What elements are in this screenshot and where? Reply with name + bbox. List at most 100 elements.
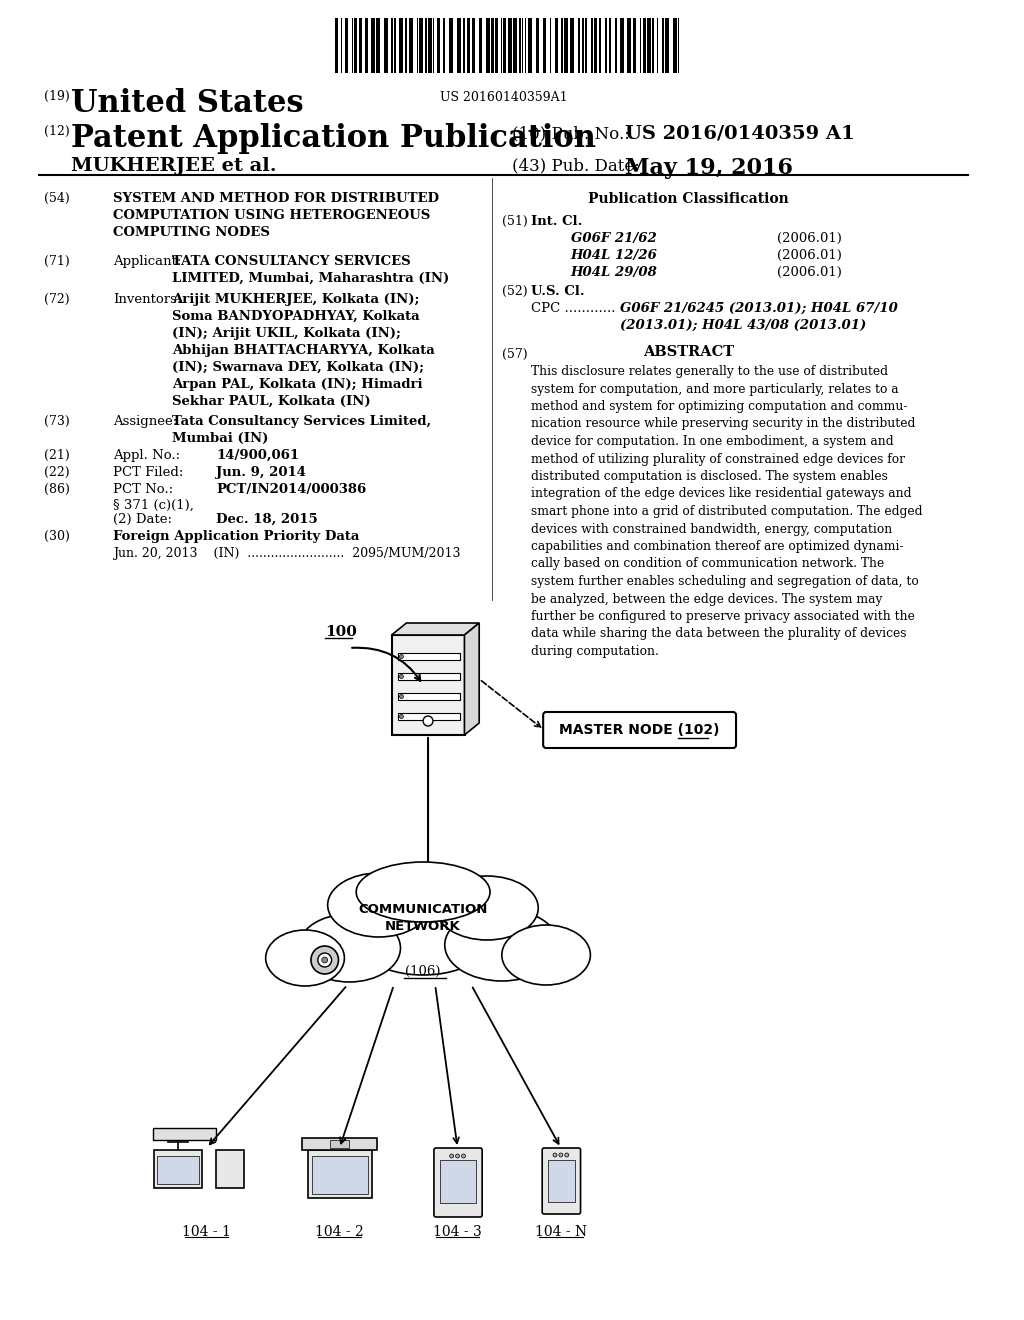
Bar xyxy=(486,18,490,73)
Text: SYSTEM AND METHOD FOR DISTRIBUTED
COMPUTATION USING HETEROGENEOUS
COMPUTING NODE: SYSTEM AND METHOD FOR DISTRIBUTED COMPUT… xyxy=(114,191,439,239)
Bar xyxy=(354,18,357,73)
Bar xyxy=(345,18,348,73)
Text: CPC ............: CPC ............ xyxy=(531,302,615,315)
Bar xyxy=(513,18,516,73)
Bar xyxy=(503,18,506,73)
Polygon shape xyxy=(465,623,479,735)
Text: (51): (51) xyxy=(502,215,527,228)
Text: (2006.01): (2006.01) xyxy=(777,267,842,279)
Text: PCT No.:: PCT No.: xyxy=(114,483,173,496)
Bar xyxy=(457,18,461,73)
Ellipse shape xyxy=(356,862,490,921)
Circle shape xyxy=(399,694,403,698)
Text: (72): (72) xyxy=(44,293,70,306)
Text: US 20160140359A1: US 20160140359A1 xyxy=(440,91,567,104)
Bar xyxy=(518,18,520,73)
Text: Int. Cl.: Int. Cl. xyxy=(531,215,583,228)
Text: (2006.01): (2006.01) xyxy=(777,249,842,261)
Circle shape xyxy=(322,957,328,964)
Text: Foreign Application Priority Data: Foreign Application Priority Data xyxy=(114,531,359,543)
Text: (10) Pub. No.:: (10) Pub. No.: xyxy=(512,125,630,143)
Bar xyxy=(335,18,338,73)
Text: 104 - 1: 104 - 1 xyxy=(182,1225,231,1239)
Polygon shape xyxy=(391,623,479,635)
Bar xyxy=(582,18,584,73)
Text: 104 - 2: 104 - 2 xyxy=(315,1225,364,1239)
Text: 100: 100 xyxy=(325,624,356,639)
Bar xyxy=(155,1150,202,1188)
Bar xyxy=(508,18,512,73)
Bar xyxy=(158,1156,199,1184)
Text: Appl. No.:: Appl. No.: xyxy=(114,449,180,462)
Bar xyxy=(548,1160,574,1203)
Bar xyxy=(647,18,651,73)
Text: (57): (57) xyxy=(502,348,527,360)
Bar xyxy=(578,18,580,73)
Bar xyxy=(302,1138,377,1150)
Bar xyxy=(399,18,403,73)
Text: (43) Pub. Date:: (43) Pub. Date: xyxy=(512,157,640,174)
Text: (106): (106) xyxy=(406,965,441,978)
Bar xyxy=(492,18,494,73)
Circle shape xyxy=(423,715,433,726)
FancyBboxPatch shape xyxy=(542,1148,581,1214)
Bar xyxy=(330,1140,349,1148)
Text: G06F 21/62: G06F 21/62 xyxy=(570,232,656,246)
Text: (22): (22) xyxy=(44,466,70,479)
Bar xyxy=(428,18,432,73)
Circle shape xyxy=(456,1154,460,1158)
Bar xyxy=(467,18,470,73)
Ellipse shape xyxy=(265,931,344,986)
Text: G06F 21/6245 (2013.01); H04L 67/10
(2013.01); H04L 43/08 (2013.01): G06F 21/6245 (2013.01); H04L 67/10 (2013… xyxy=(620,302,898,333)
Text: ABSTRACT: ABSTRACT xyxy=(643,345,734,359)
Text: Applicant:: Applicant: xyxy=(114,255,181,268)
Text: MUKHERJEE et al.: MUKHERJEE et al. xyxy=(71,157,276,176)
Ellipse shape xyxy=(502,925,591,985)
Text: (2) Date:: (2) Date: xyxy=(114,513,172,525)
Text: U.S. Cl.: U.S. Cl. xyxy=(531,285,585,298)
Bar xyxy=(663,18,665,73)
Bar xyxy=(620,18,624,73)
Bar xyxy=(528,18,532,73)
Text: Dec. 18, 2015: Dec. 18, 2015 xyxy=(216,513,318,525)
Bar xyxy=(397,713,460,719)
Bar xyxy=(419,18,423,73)
Bar xyxy=(627,18,631,73)
Bar xyxy=(153,1129,216,1140)
Bar xyxy=(472,18,475,73)
Circle shape xyxy=(553,1152,557,1158)
Text: 104 - N: 104 - N xyxy=(535,1225,587,1239)
Text: H04L 12/26: H04L 12/26 xyxy=(570,249,657,261)
FancyBboxPatch shape xyxy=(434,1148,482,1217)
Bar xyxy=(376,18,380,73)
Bar xyxy=(391,635,466,735)
Circle shape xyxy=(311,946,339,974)
Circle shape xyxy=(559,1152,563,1158)
Bar xyxy=(384,18,388,73)
Text: Assignee:: Assignee: xyxy=(114,414,177,428)
Bar xyxy=(440,1160,476,1203)
FancyBboxPatch shape xyxy=(543,711,736,748)
Circle shape xyxy=(450,1154,454,1158)
Text: COMMUNICATION
NETWORK: COMMUNICATION NETWORK xyxy=(358,903,487,933)
Text: MASTER NODE (102): MASTER NODE (102) xyxy=(559,723,720,737)
Text: Patent Application Publication: Patent Application Publication xyxy=(71,123,596,154)
Bar xyxy=(615,18,616,73)
Bar xyxy=(605,18,607,73)
Ellipse shape xyxy=(328,873,430,937)
Bar xyxy=(312,1156,368,1195)
Circle shape xyxy=(399,675,403,678)
Text: (52): (52) xyxy=(502,285,527,298)
Ellipse shape xyxy=(444,909,559,981)
Bar xyxy=(561,18,563,73)
Bar xyxy=(371,18,375,73)
Ellipse shape xyxy=(436,876,539,940)
Bar xyxy=(569,18,573,73)
Bar xyxy=(216,1150,244,1188)
Bar xyxy=(308,1150,372,1199)
Bar xyxy=(609,18,611,73)
Bar xyxy=(479,18,482,73)
Bar xyxy=(410,18,414,73)
Bar xyxy=(564,18,567,73)
Text: (2006.01): (2006.01) xyxy=(777,232,842,246)
